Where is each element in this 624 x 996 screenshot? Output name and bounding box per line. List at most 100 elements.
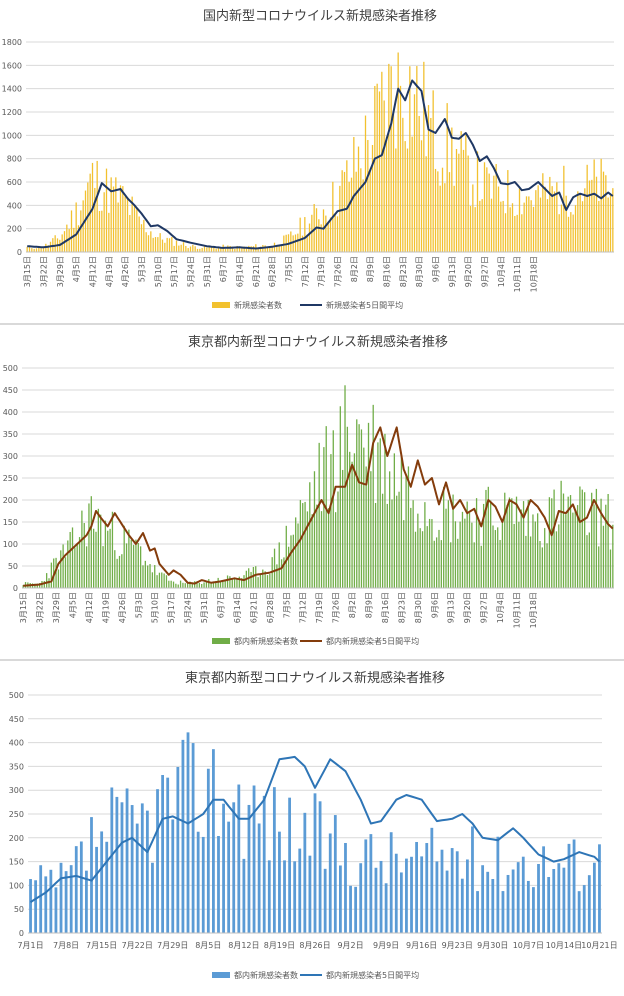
data-bar	[121, 554, 123, 588]
data-bar	[475, 498, 478, 588]
data-bar	[465, 859, 469, 933]
data-bar	[122, 186, 124, 252]
data-bar	[176, 766, 180, 933]
data-bar	[445, 870, 449, 933]
data-bar	[516, 862, 520, 933]
data-bar	[546, 543, 548, 588]
data-bar	[318, 801, 322, 933]
data-bar	[34, 880, 38, 933]
data-bar	[459, 521, 461, 588]
data-bar	[313, 793, 317, 933]
y-tick-label: 100	[9, 881, 24, 890]
data-bar	[201, 583, 203, 588]
data-bar	[591, 492, 593, 588]
data-bar	[385, 136, 388, 252]
data-bar	[406, 148, 409, 252]
chart-tokyo-from-july: 東京都内新型コロナウイルス新規感染者推移 0 50 100 150 200 250 300 35…	[0, 662, 624, 992]
data-bar	[57, 569, 60, 588]
data-bar	[370, 471, 372, 588]
data-bar	[150, 231, 152, 252]
data-bar	[560, 480, 562, 588]
data-bar	[77, 225, 80, 252]
legend: 新規感染者数 新規感染者5日間平均	[212, 300, 403, 310]
data-bar	[330, 454, 332, 588]
data-bar	[117, 202, 119, 252]
x-tick-label: 6月21日	[249, 592, 258, 623]
data-bar	[142, 565, 144, 588]
data-bar	[416, 66, 418, 252]
data-bar	[491, 879, 495, 933]
chart-title: 東京都内新型コロナウイルス新規感染者推移	[188, 334, 448, 350]
y-tick-label: 500	[9, 691, 24, 700]
data-bar	[415, 841, 418, 933]
data-bar	[607, 494, 609, 588]
data-bar	[115, 796, 119, 933]
data-bar	[220, 247, 222, 252]
data-bar	[586, 535, 588, 588]
data-bar	[238, 576, 240, 588]
data-bar	[85, 870, 88, 933]
x-tick-label: 7月22日	[122, 941, 153, 950]
data-bar	[311, 514, 313, 588]
data-bar	[194, 246, 196, 252]
data-bar	[168, 238, 171, 252]
x-tick-label: 7月26日	[332, 592, 341, 623]
data-bar	[333, 815, 337, 933]
data-bar	[39, 865, 43, 933]
chart-title: 国内新型コロナウイルス新規感染者推移	[203, 8, 437, 24]
data-bar	[94, 187, 96, 252]
data-bar	[157, 237, 159, 252]
data-bar	[104, 520, 107, 588]
data-bar	[139, 546, 142, 588]
data-bar	[257, 248, 259, 252]
data-bar	[582, 885, 586, 933]
data-bar	[206, 768, 210, 933]
data-bar	[546, 199, 549, 252]
data-bar	[393, 453, 395, 588]
data-bar	[170, 580, 172, 588]
x-tick-label: 8月12日	[228, 941, 259, 950]
average-line	[29, 755, 601, 903]
data-bar	[28, 245, 31, 252]
data-bar	[501, 891, 505, 933]
data-bar	[138, 216, 140, 252]
data-bar	[504, 492, 506, 588]
y-tick-label: 300	[9, 786, 24, 795]
data-bar	[156, 575, 158, 588]
x-tick-label: 4月5日	[72, 256, 81, 282]
data-bar	[320, 224, 322, 252]
data-bar	[217, 835, 220, 933]
data-bar	[515, 496, 518, 588]
data-bar	[301, 235, 304, 252]
data-bar	[212, 749, 215, 933]
x-tick-label: 8月2日	[350, 256, 359, 282]
data-bar	[450, 848, 454, 933]
data-bar	[255, 566, 257, 588]
data-bar	[259, 574, 262, 588]
x-tick-label: 9月27日	[480, 592, 489, 623]
data-bar	[432, 90, 434, 252]
y-tick-label: 450	[3, 386, 18, 395]
data-bar	[364, 115, 367, 252]
y-tick-label: 1600	[2, 61, 22, 70]
chart-national: 国内新型コロナウイルス新規感染者推移 0 200 400 600 800 1000 1200 1…	[0, 0, 624, 322]
data-bar	[145, 810, 149, 933]
data-bar	[137, 542, 139, 588]
data-bar	[201, 247, 203, 252]
legend-bar-label: 都内新規感染者数	[234, 970, 298, 980]
data-bar	[374, 867, 378, 933]
data-bar	[455, 851, 459, 933]
data-bar	[100, 831, 104, 933]
x-tick-label: 9月27日	[481, 256, 490, 287]
data-bar	[178, 245, 180, 252]
data-bar	[496, 836, 500, 933]
data-bar	[247, 804, 251, 933]
data-bar	[299, 217, 301, 252]
data-bar	[81, 510, 83, 588]
data-bar	[262, 569, 264, 588]
data-bar	[308, 855, 312, 933]
data-bar	[424, 502, 426, 588]
data-bar	[180, 244, 182, 252]
data-bar	[500, 201, 502, 252]
data-bar	[95, 846, 98, 933]
